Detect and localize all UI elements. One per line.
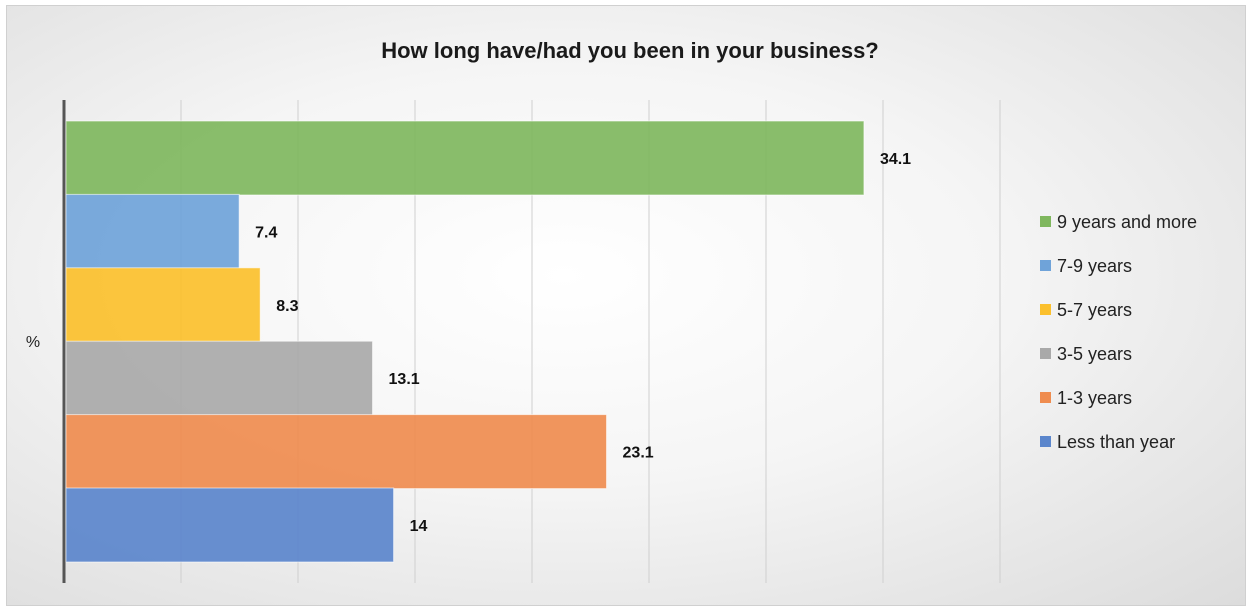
data-label: 23.1 [623, 445, 654, 462]
legend: 9 years and more 7-9 years 5-7 years 3-5 ye… [1040, 212, 1197, 452]
legend-label: 5-7 years [1057, 300, 1132, 320]
data-label: 7.4 [255, 224, 277, 241]
bar-1-3-years [65, 414, 608, 490]
bar-3-5-years [65, 340, 374, 416]
bar-9-years-and-more [65, 120, 865, 196]
data-label: 8.3 [276, 298, 298, 315]
legend-label: 1-3 years [1057, 388, 1132, 408]
bar-5-7-years [65, 267, 261, 343]
bars [65, 120, 865, 563]
y-axis-title: % [26, 334, 40, 351]
legend-label: 9 years and more [1057, 212, 1197, 232]
legend-label: 7-9 years [1057, 256, 1132, 276]
bar-7-9-years [65, 193, 240, 269]
legend-swatch [1040, 304, 1051, 315]
bar-labels: 34.1 7.4 8.3 13.1 23.1 14 [255, 151, 911, 535]
legend-label: 3-5 years [1057, 344, 1132, 364]
bar-less-than-year [65, 487, 395, 563]
legend-swatch [1040, 392, 1051, 403]
data-label: 14 [410, 518, 428, 535]
legend-swatch [1040, 436, 1051, 447]
data-label: 13.1 [389, 371, 420, 388]
data-label: 34.1 [880, 151, 911, 168]
legend-label: Less than year [1057, 432, 1175, 452]
legend-swatch [1040, 216, 1051, 227]
legend-swatch [1040, 348, 1051, 359]
chart-title: How long have/had you been in your busin… [381, 38, 879, 63]
legend-swatch [1040, 260, 1051, 271]
